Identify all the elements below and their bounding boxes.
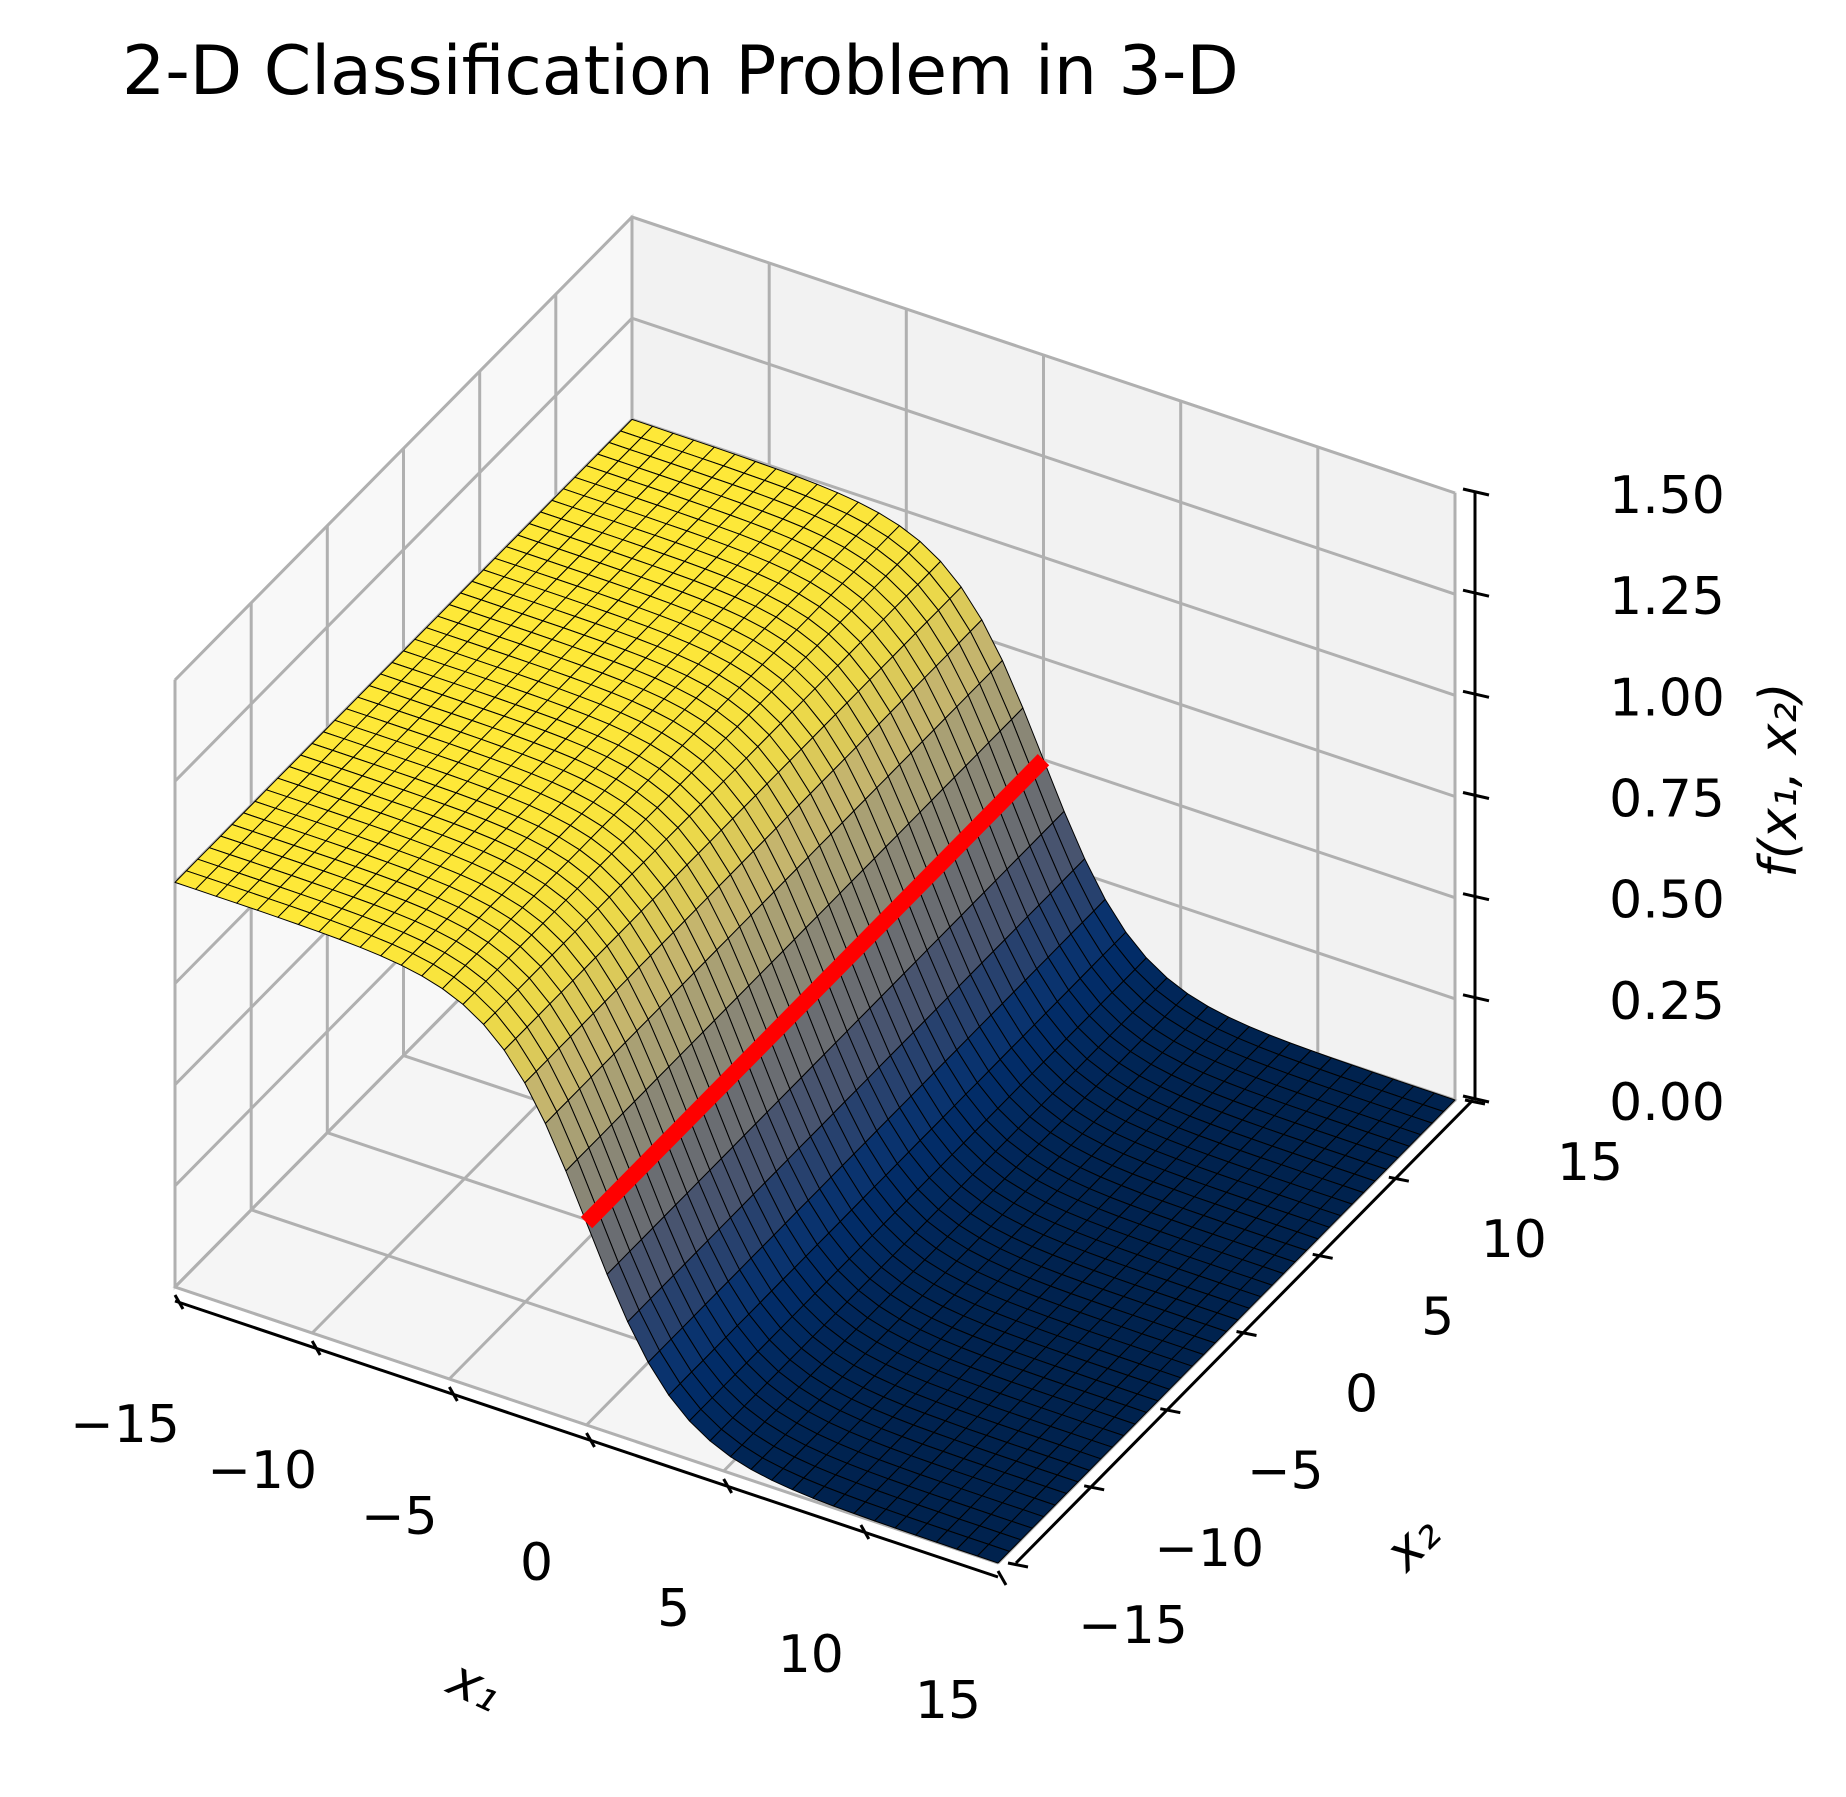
z-tick [1462,892,1490,902]
z-tick [1462,1094,1490,1104]
x-axis-label: x₁ [437,1648,511,1725]
x-tick-label: 0 [520,1533,553,1593]
z-tick-label: 0.25 [1609,972,1725,1032]
z-tick-label: 0.00 [1609,1073,1725,1133]
y-tick [1160,1407,1181,1415]
y-tick [1464,1098,1486,1106]
x-tick-label: 5 [657,1579,690,1639]
y-tick [1236,1330,1257,1337]
z-tick [1462,588,1490,598]
y-axis-line [1014,1098,1475,1565]
y-tick [1083,1484,1105,1492]
z-tick [1462,791,1490,800]
surface-patch [976,1543,1010,1564]
y-tick-label: 0 [1345,1365,1378,1425]
z-axis-label: f(x₁, x₂) [1749,682,1809,877]
y-tick-label: 15 [1557,1133,1623,1193]
x-tick [173,1294,185,1310]
x-tick [310,1340,322,1356]
x-tick [722,1478,733,1494]
x-tick-label: 15 [915,1671,981,1731]
decision-line [580,754,1050,1229]
z-tick-label: 1.50 [1609,466,1725,526]
x-axis-line [174,1299,999,1579]
z-tick [1462,993,1490,1003]
y-tick-label: −15 [1078,1596,1188,1656]
z-tick-label: 1.00 [1609,668,1725,728]
x-tick-label: 10 [778,1625,844,1685]
x-tick-label: −10 [207,1441,317,1501]
chart-title: 2-D Classification Problem in 3-D [122,32,1239,111]
z-tick-label: 1.25 [1609,567,1725,627]
y-tick-label: −10 [1154,1519,1264,1579]
x-tick [585,1432,596,1448]
y-tick [1007,1561,1029,1569]
x-tick [448,1386,459,1402]
x-tick-label: −5 [361,1487,438,1547]
ticks [173,487,1490,1586]
y-tick-label: 10 [1481,1210,1547,1270]
x-tick [996,1570,1008,1586]
x-tick-label: −15 [70,1395,180,1455]
y-tick [1312,1252,1333,1260]
z-tick [1462,487,1490,497]
gridline-z [173,215,1456,682]
y-tick-label: −5 [1247,1442,1324,1502]
surface [174,418,1456,1564]
y-tick [1388,1175,1410,1183]
z-tick-label: 0.50 [1609,871,1725,931]
y-tick-label: 5 [1421,1287,1454,1347]
x-tick [859,1524,871,1540]
y-axis-label: x₂ [1372,1503,1452,1583]
gridline-z [173,316,1456,783]
z-tick-label: 0.75 [1609,770,1725,830]
z-tick [1462,689,1490,699]
